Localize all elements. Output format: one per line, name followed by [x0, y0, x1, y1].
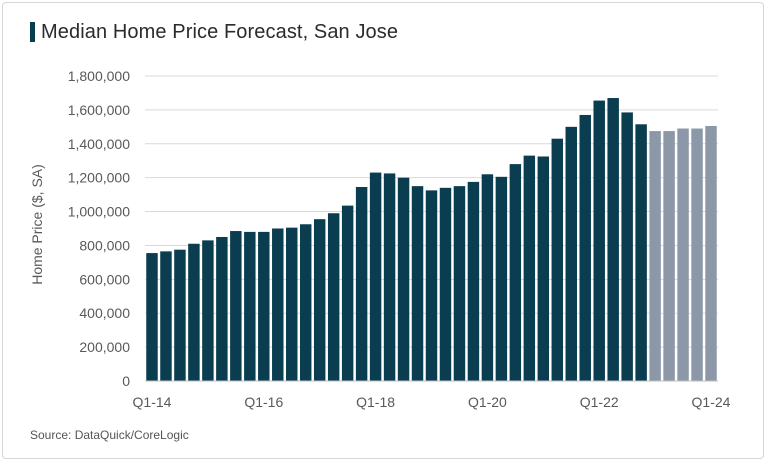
y-tick-label: 1,200,000 [68, 170, 130, 186]
data-bar [565, 126, 577, 381]
forecast-bar [691, 128, 703, 381]
data-bar [425, 190, 438, 381]
title-marker [30, 22, 35, 42]
x-tick-label: Q1-18 [356, 394, 395, 410]
forecast-bar [663, 131, 675, 381]
data-bar [411, 186, 424, 381]
data-bar [579, 114, 591, 381]
data-bar [523, 155, 536, 381]
data-bar [383, 173, 396, 381]
data-bar [593, 100, 605, 381]
x-tick-label: Q1-16 [244, 394, 283, 410]
x-tick-label: Q1-20 [468, 394, 507, 410]
data-bar [216, 236, 228, 381]
y-tick-label: 200,000 [79, 339, 130, 355]
data-bar [230, 231, 242, 381]
forecast-bar [705, 125, 717, 381]
data-bar [355, 186, 368, 381]
forecast-bar [649, 131, 661, 381]
data-bar [635, 124, 647, 382]
data-bar [286, 227, 298, 381]
chart-title-group: Median Home Price Forecast, San Jose [30, 19, 398, 45]
data-bar [537, 156, 550, 381]
data-bar [327, 213, 340, 381]
data-bar [439, 187, 452, 381]
data-bar [160, 251, 172, 381]
chart-title: Median Home Price Forecast, San Jose [41, 20, 399, 43]
forecast-bar [677, 128, 689, 381]
x-tick-label: Q1-22 [580, 394, 619, 410]
data-bar [551, 138, 564, 381]
y-axis-label: Home Price ($, SA) [29, 164, 45, 285]
data-bar [244, 231, 256, 381]
data-bar [299, 224, 312, 381]
data-bar [397, 177, 410, 381]
data-bar [607, 98, 619, 382]
data-bar [202, 240, 214, 381]
data-bar [313, 219, 326, 381]
data-bar [174, 249, 186, 381]
source-note: Source: DataQuick/CoreLogic [30, 428, 189, 442]
y-tick-label: 600,000 [79, 271, 130, 287]
y-tick-label: 800,000 [79, 237, 130, 253]
data-bar [341, 205, 354, 381]
data-bar [453, 186, 466, 381]
y-tick-label: 1,800,000 [68, 68, 130, 84]
x-tick-label: Q1-14 [133, 394, 172, 410]
data-bar [481, 174, 494, 381]
data-bar [369, 172, 382, 381]
data-bar [258, 231, 270, 381]
data-bar [467, 181, 480, 381]
y-tick-label: 1,400,000 [68, 136, 130, 152]
y-tick-label: 1,000,000 [68, 204, 130, 220]
y-tick-label: 400,000 [79, 305, 130, 321]
data-bar [495, 176, 508, 381]
data-bar [509, 164, 522, 381]
y-tick-label: 1,600,000 [68, 102, 130, 118]
y-tick-label: 0 [122, 373, 130, 389]
data-bar [621, 112, 633, 382]
data-bar [146, 253, 158, 381]
data-bar [188, 243, 200, 381]
data-bar [272, 228, 284, 381]
x-tick-label: Q1-24 [692, 394, 731, 410]
